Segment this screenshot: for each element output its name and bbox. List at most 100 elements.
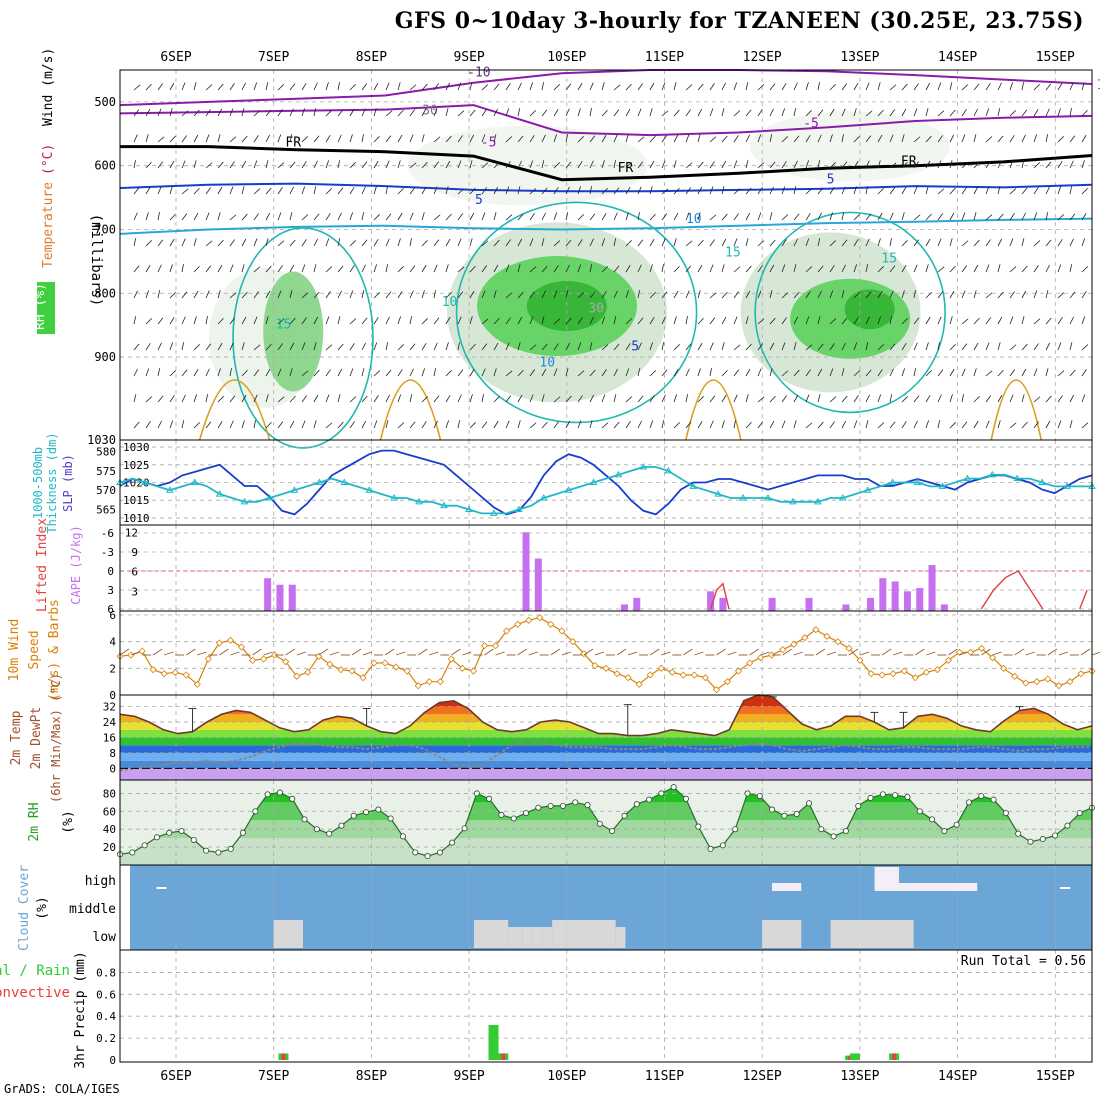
wind-barb <box>205 212 210 221</box>
li-tick-label: 6 <box>107 603 114 616</box>
wind-barb <box>397 344 405 351</box>
wind-marker <box>801 634 809 642</box>
wind-barb <box>397 291 403 299</box>
wind-barb <box>697 161 704 169</box>
wind-barb <box>169 82 175 91</box>
wind-barb <box>325 110 332 117</box>
wind-marker <box>315 652 323 660</box>
wind-barb <box>433 239 440 247</box>
wind-barb <box>253 266 261 273</box>
wind-barb <box>289 239 296 247</box>
wind-barb <box>973 134 977 143</box>
wind-barb <box>901 134 905 143</box>
cape-bar <box>288 584 296 611</box>
wind-barb <box>1033 421 1040 429</box>
wind-barb <box>925 316 931 325</box>
wind-barb <box>769 264 775 273</box>
temp-tick-label: 24 <box>103 716 117 729</box>
date-label-top: 13SEP <box>840 50 879 65</box>
wind-barb <box>133 394 137 403</box>
wind-barb <box>805 160 809 169</box>
wind-barb <box>553 290 558 299</box>
wind-barb <box>301 239 307 247</box>
slp-tick-label: 1015 <box>123 494 150 507</box>
wind-barb <box>481 109 487 117</box>
wind-barb <box>709 420 714 429</box>
wind-barb <box>673 422 681 429</box>
wind-barb <box>973 342 979 351</box>
temp-line <box>119 694 1093 737</box>
wind-barb <box>1045 108 1050 117</box>
dewpt-ylabel: 2m DewPt <box>29 707 44 770</box>
wind-barb <box>829 162 836 169</box>
wind-barb <box>181 135 188 143</box>
wind-barb <box>385 342 389 351</box>
wind-barb <box>493 264 499 273</box>
wind-marker <box>834 638 842 646</box>
wind-barb <box>553 265 559 273</box>
thickness-tick-label: 570 <box>96 484 116 497</box>
wind-barb <box>1057 214 1065 221</box>
rh-marker <box>326 830 333 837</box>
wind-barb <box>1069 394 1075 403</box>
thickness-marker <box>390 493 399 501</box>
wind-barb <box>781 239 787 247</box>
wind-barb <box>241 82 246 91</box>
wind-barb <box>757 265 763 273</box>
wind-barb <box>361 420 367 429</box>
rh-marker <box>978 793 985 800</box>
wind-barb <box>445 238 451 247</box>
wind-barb <box>181 213 188 221</box>
wind-barb <box>325 291 331 299</box>
wind-barb <box>985 370 993 377</box>
wind-barb <box>1009 135 1015 143</box>
wind-barb <box>913 317 920 325</box>
thickness-marker <box>165 486 174 493</box>
wind-barb <box>481 212 486 221</box>
wind-barb <box>625 343 631 351</box>
wind-barb <box>889 394 893 403</box>
wind-barb <box>901 396 909 403</box>
wind-barb <box>709 108 714 117</box>
date-label-bottom: 7SEP <box>258 1069 289 1084</box>
wind-barb <box>373 135 380 143</box>
wind-barb <box>337 368 343 377</box>
wind-barb <box>541 134 546 143</box>
date-label-top: 11SEP <box>645 50 684 65</box>
wind-barb <box>709 342 714 351</box>
wind-barb <box>1081 394 1086 403</box>
rh-marker <box>609 828 616 835</box>
wind-barb <box>241 160 247 169</box>
wind-barb <box>409 162 417 169</box>
wind-barb <box>205 134 210 143</box>
precip-tick-label: 0.6 <box>96 988 116 1001</box>
wind-barb <box>325 160 329 169</box>
pressure-tick-label: 1030 <box>87 433 116 447</box>
wind-barb <box>913 420 918 429</box>
cloud-low-block <box>542 927 553 948</box>
wind-marker <box>591 662 599 670</box>
wind-barb <box>661 110 669 117</box>
contour-15 <box>455 201 698 424</box>
wind-marker <box>712 686 721 694</box>
wind-barb <box>361 342 366 351</box>
wind-barb <box>721 213 728 221</box>
wind-barb <box>541 82 545 91</box>
wind-barb <box>1081 266 1089 273</box>
wind-barb <box>877 369 883 377</box>
temp-band <box>120 737 1092 746</box>
wind-marker <box>337 666 345 674</box>
wind-barb <box>133 265 140 273</box>
date-label-top: 9SEP <box>453 50 484 65</box>
wind-barb <box>493 186 499 195</box>
wind-barb <box>637 239 644 247</box>
wind-barb <box>373 370 381 377</box>
wind-barb <box>301 395 308 403</box>
wind-barb <box>1057 420 1062 429</box>
wind-barb <box>481 84 489 91</box>
wind-barb <box>553 84 560 91</box>
wind-barb <box>913 108 918 117</box>
rh-marker <box>572 799 579 806</box>
wind-barb <box>992 651 1002 656</box>
wind-barb <box>949 265 956 273</box>
